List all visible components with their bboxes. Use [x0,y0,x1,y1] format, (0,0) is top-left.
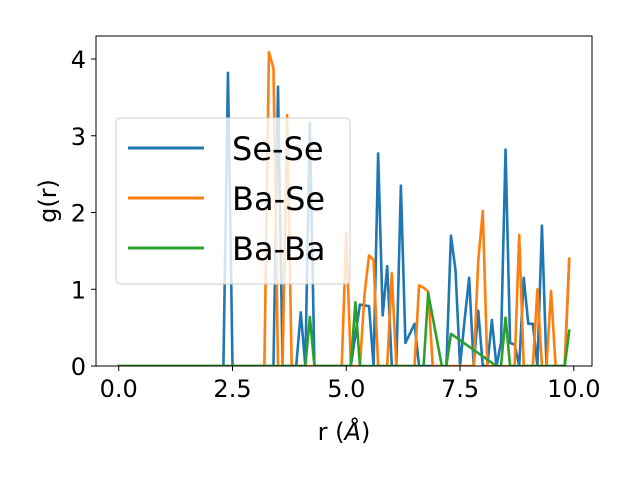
plot-frame [95,35,593,367]
legend-label-ba-ba: Ba-Ba [232,230,326,268]
x-axis-label: r (Å) [318,417,371,446]
x-tick-label: 7.5 [441,375,479,403]
series-layer [117,50,571,366]
y-tick-label: 4 [71,46,86,74]
y-axis-label: g(r) [34,179,62,223]
y-tick-label: 2 [71,200,86,228]
y-tick-label: 0 [71,353,86,381]
series-line-ba-ba [117,291,571,366]
x-tick-label: 2.5 [213,375,251,403]
legend-box [115,117,351,285]
series-line-se-se [117,71,571,366]
y-axis: 0 1 2 3 4 [71,46,96,381]
legend: Se-Se Ba-Se Ba-Ba [115,117,351,285]
legend-label-se-se: Se-Se [232,130,324,168]
y-tick-label: 3 [71,123,86,151]
series-line-ba-se [117,50,571,366]
x-tick-label: 5.0 [327,375,365,403]
x-tick-label: 0.0 [100,375,138,403]
y-tick-label: 1 [71,276,86,304]
legend-label-ba-se: Ba-Se [232,180,325,218]
x-tick-label: 10.0 [547,375,600,403]
x-axis: 0.0 2.5 5.0 7.5 10.0 [100,366,601,403]
